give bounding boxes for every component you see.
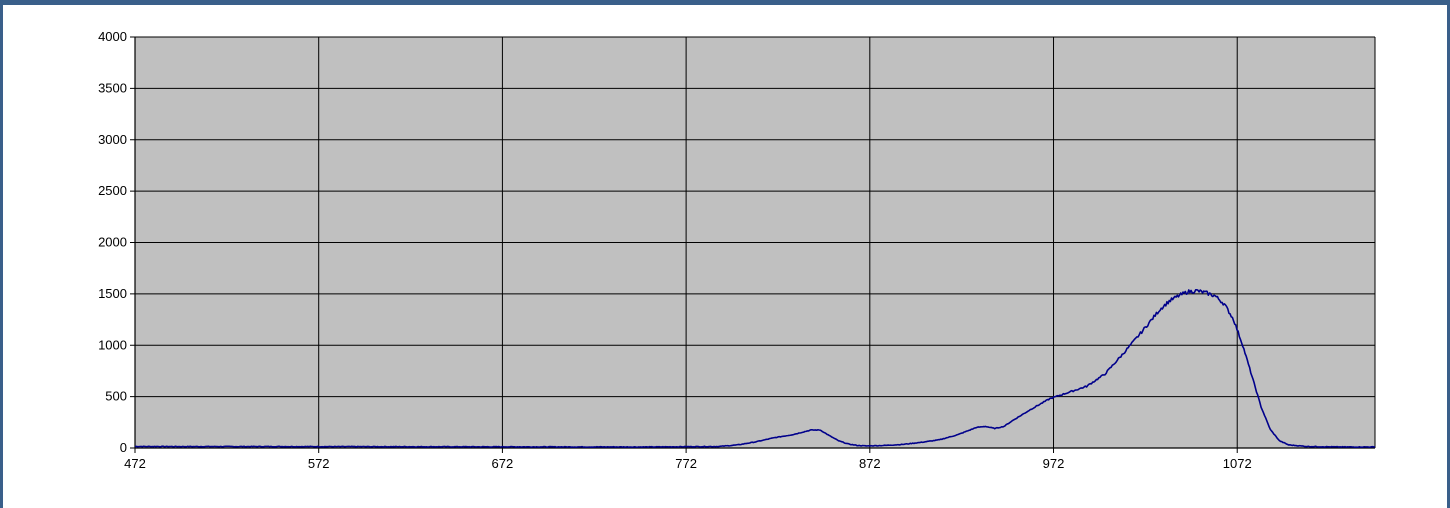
y-tick-label: 1000 xyxy=(98,337,127,352)
x-tick-label: 972 xyxy=(1043,456,1065,471)
y-tick-label: 3500 xyxy=(98,80,127,95)
y-tick-label: 500 xyxy=(105,389,127,404)
x-tick-label: 472 xyxy=(124,456,146,471)
series-group xyxy=(134,288,1376,449)
y-tick-label: 3000 xyxy=(98,132,127,147)
x-tick-label: 672 xyxy=(492,456,514,471)
y-tick-label: 0 xyxy=(120,440,127,455)
y-axis-ticks: 0 500 1000 1500 2000 2500 3000 3500 4000 xyxy=(98,29,135,455)
x-tick-label: 872 xyxy=(859,456,881,471)
x-tick-label: 772 xyxy=(675,456,697,471)
y-tick-label: 1500 xyxy=(98,286,127,301)
x-tick-label: 1072 xyxy=(1223,456,1252,471)
y-tick-label: 2500 xyxy=(98,183,127,198)
y-tick-label: 2000 xyxy=(98,235,127,250)
grid-lines xyxy=(134,36,1376,449)
y-tick-label: 4000 xyxy=(98,29,127,44)
x-axis-ticks: 472 572 672 772 872 972 1072 xyxy=(124,448,1252,471)
x-tick-label: 572 xyxy=(308,456,330,471)
series-line xyxy=(134,288,1376,449)
